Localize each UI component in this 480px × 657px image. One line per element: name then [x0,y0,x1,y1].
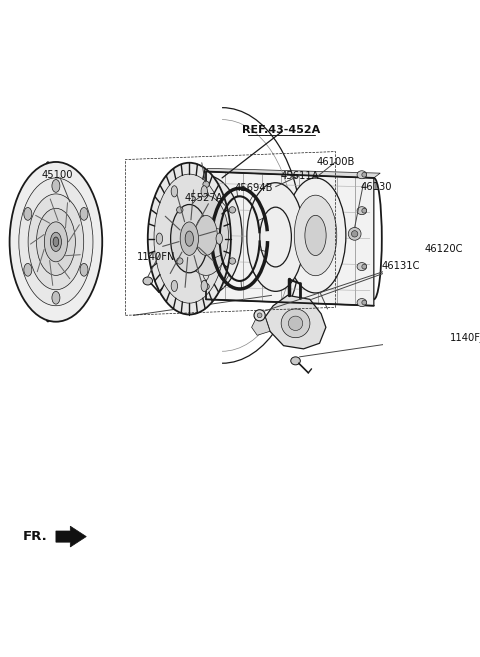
Text: 46130: 46130 [361,182,393,192]
Ellipse shape [44,222,68,261]
Ellipse shape [281,309,310,338]
Ellipse shape [362,172,367,177]
Ellipse shape [357,263,367,271]
Ellipse shape [184,196,228,275]
Text: 45527A: 45527A [184,193,223,203]
Ellipse shape [19,178,93,306]
Text: 45611A: 45611A [280,171,319,181]
Ellipse shape [154,174,225,303]
Text: 1140FN: 1140FN [136,252,175,262]
Ellipse shape [40,162,56,322]
Ellipse shape [28,194,84,290]
Ellipse shape [24,263,32,276]
Ellipse shape [257,313,262,318]
Ellipse shape [156,233,163,244]
Ellipse shape [50,232,61,252]
Ellipse shape [10,162,102,322]
Ellipse shape [216,233,222,244]
Ellipse shape [351,231,358,237]
Ellipse shape [203,181,209,187]
Ellipse shape [201,281,207,292]
Polygon shape [56,526,86,547]
Ellipse shape [362,264,367,269]
Ellipse shape [291,357,300,365]
Ellipse shape [288,316,303,330]
Ellipse shape [200,171,213,300]
Ellipse shape [254,309,265,321]
Ellipse shape [348,227,361,240]
Ellipse shape [195,215,217,256]
Ellipse shape [198,170,214,301]
Ellipse shape [53,237,59,246]
Ellipse shape [305,215,326,256]
Ellipse shape [52,179,60,193]
Polygon shape [265,296,326,349]
Ellipse shape [294,195,337,276]
Ellipse shape [357,171,367,179]
Ellipse shape [143,277,153,285]
Ellipse shape [80,208,88,220]
Ellipse shape [180,222,198,256]
Ellipse shape [247,183,304,291]
Polygon shape [252,317,270,335]
Ellipse shape [203,283,209,290]
Ellipse shape [200,191,213,280]
Ellipse shape [285,178,346,293]
Text: 1140FJ: 1140FJ [450,334,480,344]
Text: 46131C: 46131C [382,261,420,271]
Ellipse shape [80,263,88,276]
Ellipse shape [177,258,183,264]
Text: 46100B: 46100B [316,157,355,167]
Polygon shape [206,171,374,306]
Text: FR.: FR. [23,530,47,543]
Ellipse shape [362,300,367,305]
Ellipse shape [229,207,236,213]
Text: 46120C: 46120C [424,244,463,254]
Ellipse shape [170,204,208,273]
Text: 45694B: 45694B [235,183,273,193]
Ellipse shape [24,208,32,220]
Ellipse shape [148,163,231,315]
Ellipse shape [171,281,178,292]
Polygon shape [206,168,380,178]
Text: 45100: 45100 [42,170,73,180]
Ellipse shape [36,208,75,275]
Ellipse shape [177,207,183,213]
Ellipse shape [357,298,367,307]
Ellipse shape [201,186,207,197]
Ellipse shape [170,175,242,296]
Ellipse shape [229,258,236,264]
Ellipse shape [362,208,367,213]
Ellipse shape [357,207,367,215]
Text: REF.43-452A: REF.43-452A [242,125,320,135]
Ellipse shape [52,291,60,304]
Ellipse shape [171,186,178,197]
Ellipse shape [185,231,193,246]
